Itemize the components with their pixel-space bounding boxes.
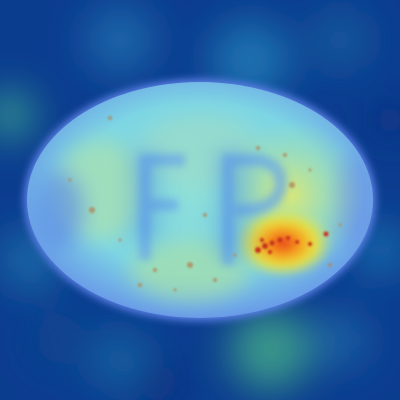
speckles bbox=[68, 116, 342, 292]
pill bbox=[24, 79, 376, 321]
